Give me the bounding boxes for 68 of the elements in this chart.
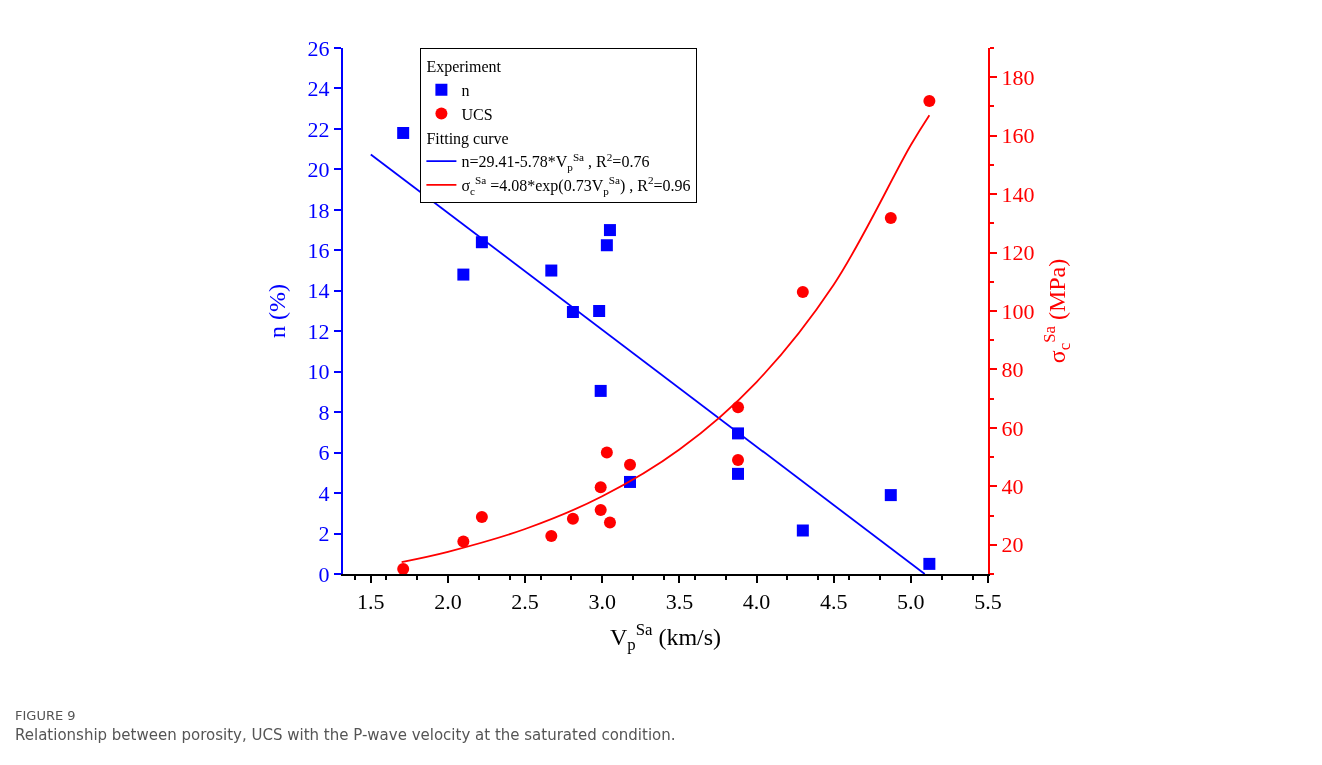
caption: FIGURE 9 bbox=[15, 708, 76, 723]
y2-tick-label: 60 bbox=[1001, 415, 1024, 441]
y-tick-label: 16 bbox=[307, 238, 330, 264]
y2-tick-label: 20 bbox=[1001, 532, 1024, 558]
x-axis-title: V$_{p}$$^{Sa}$ (km/s) bbox=[609, 620, 722, 655]
point bbox=[594, 384, 607, 397]
legend-label: n bbox=[461, 81, 470, 99]
point bbox=[600, 446, 613, 459]
legend-label: n=29.41-5.78*V$_{p}$$^{Sa}$ , R$^{2}$=0.76 bbox=[461, 150, 650, 173]
y-axis-title: n (%) bbox=[264, 284, 291, 338]
point bbox=[475, 511, 488, 524]
x-tick-label: 4.0 bbox=[742, 589, 771, 615]
point bbox=[732, 401, 745, 414]
point bbox=[603, 224, 616, 237]
text: Relationship between porosity, UCS with the P-wave velocity at the saturated condition. bbox=[15, 726, 676, 744]
point bbox=[457, 268, 470, 281]
point bbox=[624, 458, 637, 471]
y-tick-label: 6 bbox=[318, 440, 330, 466]
y2-tick-label: 160 bbox=[1001, 123, 1035, 149]
y2-tick-label: 80 bbox=[1001, 357, 1024, 383]
y-tick-label: 10 bbox=[307, 359, 330, 385]
x-tick-label: 3.0 bbox=[588, 589, 616, 615]
point bbox=[397, 563, 410, 574]
y-tick-label: 26 bbox=[307, 35, 330, 61]
y2-tick-label: 140 bbox=[1001, 181, 1035, 207]
y-tick-label: 24 bbox=[307, 76, 330, 102]
x-tick-label: 2.0 bbox=[434, 589, 462, 615]
y-tick-label: 8 bbox=[318, 399, 330, 425]
x-tick-label: 2.5 bbox=[511, 589, 539, 615]
point bbox=[594, 481, 607, 494]
y2-tick-label: 120 bbox=[1001, 240, 1035, 266]
point bbox=[923, 94, 936, 107]
annotation: Experiment bbox=[426, 58, 502, 77]
point bbox=[545, 530, 558, 542]
point bbox=[593, 305, 606, 317]
y2-tick-label: 40 bbox=[1001, 474, 1024, 500]
text: σ$_{c}$$^{Sa}$ =4.08*exp(0.73V$_{p}$$^{Sa}$) , R$^{2}$=0.96 bbox=[461, 174, 691, 197]
point bbox=[796, 286, 809, 298]
y2-tick-label: 100 bbox=[1001, 298, 1035, 324]
x-tick-label: 3.5 bbox=[665, 589, 694, 615]
point bbox=[732, 467, 745, 480]
point bbox=[397, 126, 410, 139]
x-tick-label: 5.0 bbox=[897, 589, 925, 615]
point bbox=[884, 212, 897, 225]
annotation: Fitting curve bbox=[426, 129, 509, 148]
y2-tick-label: 180 bbox=[1001, 64, 1035, 90]
point bbox=[566, 512, 579, 525]
y-tick-label: 20 bbox=[307, 157, 330, 183]
point bbox=[884, 489, 897, 502]
point bbox=[600, 239, 613, 252]
point bbox=[594, 504, 607, 516]
y-tick-label: 18 bbox=[307, 197, 330, 223]
x-tick-label: 4.5 bbox=[819, 589, 848, 615]
y-tick-label: 0 bbox=[318, 561, 330, 587]
y-tick-label: 14 bbox=[307, 278, 330, 304]
y-tick-label: 22 bbox=[307, 116, 330, 142]
point bbox=[457, 535, 470, 548]
y-tick-label: 12 bbox=[307, 318, 330, 344]
y-tick-label: 4 bbox=[318, 480, 330, 506]
y-tick-label: 2 bbox=[318, 521, 330, 547]
legend-label: UCS bbox=[461, 105, 493, 123]
x-tick-label: 1.5 bbox=[357, 589, 385, 615]
x-tick-label: 5.5 bbox=[974, 589, 1002, 615]
point bbox=[732, 454, 745, 467]
point bbox=[796, 524, 809, 537]
point bbox=[603, 516, 616, 529]
point bbox=[545, 264, 558, 277]
point bbox=[923, 557, 936, 570]
